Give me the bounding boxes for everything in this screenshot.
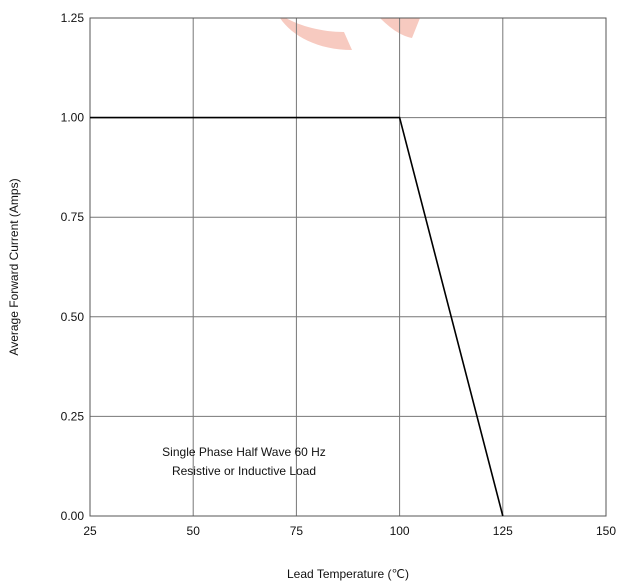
y-tick-label-5: 1.25	[61, 11, 85, 25]
grid-lines	[90, 18, 606, 516]
y-axis-title: Average Forward Current (Amps)	[7, 178, 21, 355]
y-tick-label-4: 1.00	[61, 111, 85, 125]
annotation-line-2: Resistive or Inductive Load	[172, 464, 316, 478]
x-tick-label-4: 125	[493, 524, 513, 538]
x-tick-label-2: 75	[290, 524, 304, 538]
series-lines	[90, 116, 504, 517]
watermark-logo-swoosh-left	[280, 18, 352, 50]
watermark-logo	[280, 18, 420, 50]
annotation-line-1: Single Phase Half Wave 60 Hz	[162, 445, 326, 459]
y-tick-label-2: 0.50	[61, 310, 85, 324]
x-tick-labels: 25 50 75 100 125 150	[83, 524, 616, 538]
x-axis-title: Lead Temperature (℃)	[287, 567, 409, 581]
x-tick-label-5: 150	[596, 524, 616, 538]
y-tick-label-3: 0.75	[61, 210, 85, 224]
x-tick-label-3: 100	[390, 524, 410, 538]
series-line-0	[90, 116, 504, 517]
y-tick-label-1: 0.25	[61, 409, 85, 423]
x-tick-label-0: 25	[83, 524, 97, 538]
plot-frame	[89, 17, 607, 517]
y-tick-labels: 0.00 0.25 0.50 0.75 1.00 1.25	[61, 11, 85, 523]
y-tick-label-0: 0.00	[61, 509, 85, 523]
x-tick-label-1: 50	[187, 524, 201, 538]
